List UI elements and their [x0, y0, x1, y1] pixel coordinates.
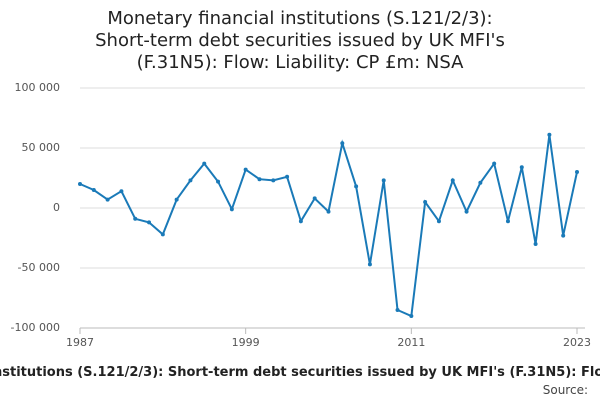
y-tick-label: -100 000 — [11, 321, 60, 334]
y-tick-label: 100 000 — [15, 81, 61, 94]
data-point — [478, 180, 483, 185]
data-point — [409, 314, 414, 318]
data-point — [395, 308, 400, 312]
data-point — [561, 233, 566, 238]
data-point — [464, 209, 469, 214]
data-point — [147, 220, 152, 225]
data-point — [381, 178, 386, 183]
data-point — [436, 219, 441, 224]
data-point — [188, 178, 193, 183]
data-point — [533, 242, 538, 246]
data-point — [505, 219, 510, 224]
x-tick-label: 1999 — [232, 336, 260, 349]
data-point — [160, 232, 165, 237]
data-point — [354, 184, 359, 189]
data-point — [519, 165, 524, 170]
data-point — [340, 141, 345, 146]
data-point — [105, 197, 110, 202]
data-point — [202, 161, 207, 166]
data-point — [174, 197, 179, 202]
data-point — [119, 189, 124, 194]
data-point — [257, 177, 262, 182]
data-point — [575, 170, 579, 174]
data-point — [91, 188, 96, 192]
x-axis-caption: l institutions (S.121/2/3): Short-term d… — [0, 365, 600, 380]
data-point — [78, 182, 82, 186]
y-tick-label: 0 — [53, 201, 60, 214]
data-point — [133, 216, 138, 221]
data-point — [216, 179, 221, 184]
y-tick-label: 50 000 — [22, 141, 61, 154]
x-tick-label: 2023 — [563, 336, 591, 349]
data-point — [229, 207, 234, 212]
x-tick-label: 1987 — [66, 336, 94, 349]
data-point — [492, 161, 497, 166]
chart-title: Monetary financial institutions (S.121/2… — [95, 8, 505, 73]
data-point — [367, 262, 372, 267]
data-point — [312, 196, 317, 201]
data-point — [326, 209, 331, 214]
data-point — [423, 200, 428, 204]
data-point — [547, 132, 552, 137]
y-tick-label: -50 000 — [18, 261, 60, 274]
data-point — [271, 178, 276, 183]
data-point — [243, 167, 248, 172]
source: Source: — [543, 383, 588, 397]
data-point — [450, 178, 455, 183]
data-point — [298, 219, 303, 224]
data-point — [285, 174, 290, 179]
data-line — [79, 134, 578, 318]
x-tick-label: 2011 — [397, 336, 425, 349]
